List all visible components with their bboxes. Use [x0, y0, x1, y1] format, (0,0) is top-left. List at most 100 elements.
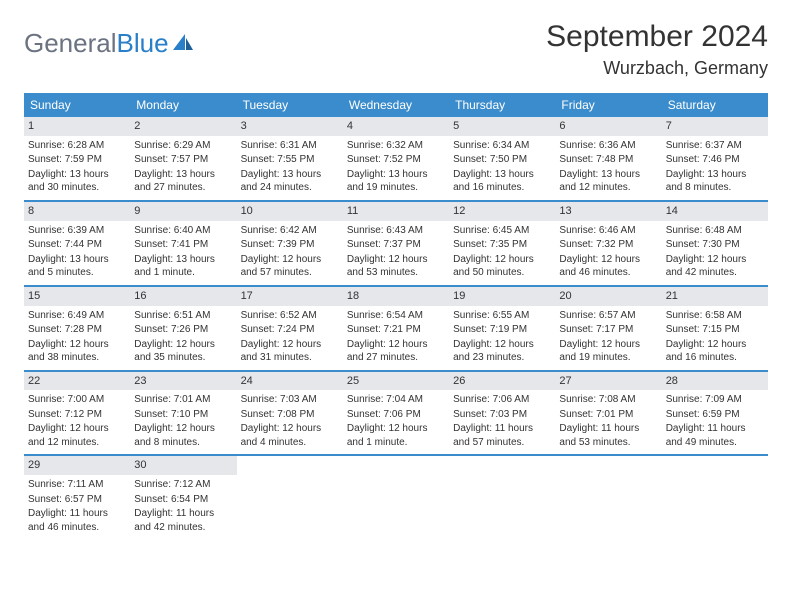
- day-number: 20: [555, 287, 661, 306]
- daylight-text: Daylight: 11 hours and 42 minutes.: [134, 507, 232, 534]
- day-cell: 30Sunrise: 7:12 AMSunset: 6:54 PMDayligh…: [130, 456, 236, 539]
- day-number: 17: [237, 287, 343, 306]
- day-content: Sunrise: 6:57 AMSunset: 7:17 PMDaylight:…: [559, 309, 657, 365]
- sunrise-text: Sunrise: 6:28 AM: [28, 139, 126, 153]
- day-cell: 11Sunrise: 6:43 AMSunset: 7:37 PMDayligh…: [343, 202, 449, 285]
- day-cell: [449, 456, 555, 539]
- day-cell: 1 Sunrise: 6:28 AMSunset: 7:59 PMDaylight…: [24, 117, 130, 200]
- daylight-text: Daylight: 13 hours and 8 minutes.: [666, 168, 764, 195]
- day-content: Sunrise: 7:06 AMSunset: 7:03 PMDaylight:…: [453, 393, 551, 449]
- day-content: Sunrise: 6:34 AMSunset: 7:50 PMDaylight:…: [453, 139, 551, 195]
- sunrise-text: Sunrise: 6:42 AM: [241, 224, 339, 238]
- sunrise-text: Sunrise: 7:09 AM: [666, 393, 764, 407]
- sunset-text: Sunset: 7:21 PM: [347, 323, 445, 337]
- day-number: 27: [555, 372, 661, 391]
- day-cell: 22Sunrise: 7:00 AMSunset: 7:12 PMDayligh…: [24, 372, 130, 455]
- daylight-text: Daylight: 13 hours and 5 minutes.: [28, 253, 126, 280]
- header: GeneralBlue September 2024 Wurzbach, Ger…: [24, 20, 768, 79]
- day-number: 24: [237, 372, 343, 391]
- day-cell: 12Sunrise: 6:45 AMSunset: 7:35 PMDayligh…: [449, 202, 555, 285]
- day-cell: 28Sunrise: 7:09 AMSunset: 6:59 PMDayligh…: [662, 372, 768, 455]
- logo-sail-icon: [171, 28, 195, 59]
- sunset-text: Sunset: 7:37 PM: [347, 238, 445, 252]
- day-number: 28: [662, 372, 768, 391]
- day-cell: 18Sunrise: 6:54 AMSunset: 7:21 PMDayligh…: [343, 287, 449, 370]
- day-number: 19: [449, 287, 555, 306]
- sunset-text: Sunset: 7:41 PM: [134, 238, 232, 252]
- daylight-text: Daylight: 12 hours and 57 minutes.: [241, 253, 339, 280]
- day-cell: 20 Sunrise: 6:57 AMSunset: 7:17 PMDayligh…: [555, 287, 661, 370]
- sunset-text: Sunset: 7:44 PM: [28, 238, 126, 252]
- sunrise-text: Sunrise: 6:31 AM: [241, 139, 339, 153]
- day-cell: 23 Sunrise: 7:01 AMSunset: 7:10 PMDayligh…: [130, 372, 236, 455]
- day-cell: 27 Sunrise: 7:08 AMSunset: 7:01 PMDayligh…: [555, 372, 661, 455]
- sunrise-text: Sunrise: 7:01 AM: [134, 393, 232, 407]
- sunset-text: Sunset: 7:30 PM: [666, 238, 764, 252]
- day-number: 15: [24, 287, 130, 306]
- sunset-text: Sunset: 7:10 PM: [134, 408, 232, 422]
- daylight-text: Daylight: 11 hours and 57 minutes.: [453, 422, 551, 449]
- daylight-text: Daylight: 13 hours and 24 minutes.: [241, 168, 339, 195]
- sunrise-text: Sunrise: 7:03 AM: [241, 393, 339, 407]
- sunrise-text: Sunrise: 6:45 AM: [453, 224, 551, 238]
- sunset-text: Sunset: 7:03 PM: [453, 408, 551, 422]
- sunset-text: Sunset: 7:52 PM: [347, 153, 445, 167]
- day-number: 16: [130, 287, 236, 306]
- day-cell: 17Sunrise: 6:52 AMSunset: 7:24 PMDayligh…: [237, 287, 343, 370]
- day-cell: 4Sunrise: 6:32 AMSunset: 7:52 PMDaylight…: [343, 117, 449, 200]
- sunset-text: Sunset: 7:35 PM: [453, 238, 551, 252]
- sunrise-text: Sunrise: 6:36 AM: [559, 139, 657, 153]
- day-content: Sunrise: 7:11 AMSunset: 6:57 PMDaylight:…: [28, 478, 126, 534]
- day-content: Sunrise: 7:08 AMSunset: 7:01 PMDaylight:…: [559, 393, 657, 449]
- day-content: Sunrise: 6:31 AMSunset: 7:55 PMDaylight:…: [241, 139, 339, 195]
- sunrise-text: Sunrise: 7:08 AM: [559, 393, 657, 407]
- day-number: 26: [449, 372, 555, 391]
- daylight-text: Daylight: 13 hours and 30 minutes.: [28, 168, 126, 195]
- daylight-text: Daylight: 12 hours and 8 minutes.: [134, 422, 232, 449]
- day-number: 6: [555, 117, 661, 136]
- day-number: 23: [130, 372, 236, 391]
- day-content: Sunrise: 6:54 AMSunset: 7:21 PMDaylight:…: [347, 309, 445, 365]
- sunset-text: Sunset: 7:48 PM: [559, 153, 657, 167]
- day-cell: 19Sunrise: 6:55 AMSunset: 7:19 PMDayligh…: [449, 287, 555, 370]
- sunset-text: Sunset: 7:57 PM: [134, 153, 232, 167]
- day-content: Sunrise: 6:58 AMSunset: 7:15 PMDaylight:…: [666, 309, 764, 365]
- day-number: 8: [24, 202, 130, 221]
- weekday-header: Sunday: [24, 93, 130, 117]
- daylight-text: Daylight: 13 hours and 12 minutes.: [559, 168, 657, 195]
- day-number: 1: [24, 117, 130, 136]
- day-cell: [662, 456, 768, 539]
- week-row: 22Sunrise: 7:00 AMSunset: 7:12 PMDayligh…: [24, 372, 768, 457]
- day-number: 9: [130, 202, 236, 221]
- daylight-text: Daylight: 12 hours and 53 minutes.: [347, 253, 445, 280]
- weekday-header: Tuesday: [237, 93, 343, 117]
- location: Wurzbach, Germany: [546, 58, 768, 79]
- day-cell: 24 Sunrise: 7:03 AMSunset: 7:08 PMDayligh…: [237, 372, 343, 455]
- day-number: 7: [662, 117, 768, 136]
- daylight-text: Daylight: 12 hours and 31 minutes.: [241, 338, 339, 365]
- sunset-text: Sunset: 7:19 PM: [453, 323, 551, 337]
- day-content: Sunrise: 6:48 AMSunset: 7:30 PMDaylight:…: [666, 224, 764, 280]
- day-cell: 2Sunrise: 6:29 AMSunset: 7:57 PMDaylight…: [130, 117, 236, 200]
- sunrise-text: Sunrise: 6:54 AM: [347, 309, 445, 323]
- daylight-text: Daylight: 12 hours and 4 minutes.: [241, 422, 339, 449]
- sunrise-text: Sunrise: 7:12 AM: [134, 478, 232, 492]
- daylight-text: Daylight: 13 hours and 27 minutes.: [134, 168, 232, 195]
- sunset-text: Sunset: 7:59 PM: [28, 153, 126, 167]
- sunset-text: Sunset: 6:54 PM: [134, 493, 232, 507]
- daylight-text: Daylight: 12 hours and 27 minutes.: [347, 338, 445, 365]
- sunset-text: Sunset: 7:01 PM: [559, 408, 657, 422]
- title-block: September 2024 Wurzbach, Germany: [546, 20, 768, 79]
- day-cell: [555, 456, 661, 539]
- sunrise-text: Sunrise: 7:11 AM: [28, 478, 126, 492]
- sunrise-text: Sunrise: 6:39 AM: [28, 224, 126, 238]
- sunrise-text: Sunrise: 6:48 AM: [666, 224, 764, 238]
- weekday-header: Wednesday: [343, 93, 449, 117]
- daylight-text: Daylight: 12 hours and 35 minutes.: [134, 338, 232, 365]
- sunset-text: Sunset: 7:12 PM: [28, 408, 126, 422]
- sunset-text: Sunset: 7:46 PM: [666, 153, 764, 167]
- sunset-text: Sunset: 7:08 PM: [241, 408, 339, 422]
- daylight-text: Daylight: 12 hours and 16 minutes.: [666, 338, 764, 365]
- sunrise-text: Sunrise: 6:51 AM: [134, 309, 232, 323]
- sunrise-text: Sunrise: 6:29 AM: [134, 139, 232, 153]
